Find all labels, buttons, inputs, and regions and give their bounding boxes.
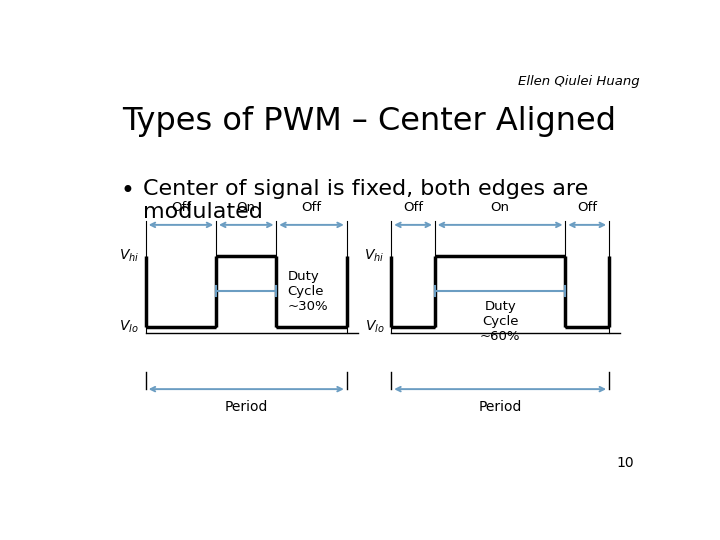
Text: $V_{hi}$: $V_{hi}$ — [364, 248, 384, 264]
Text: Off: Off — [403, 201, 423, 214]
Text: Center of signal is fixed, both edges are
modulated: Center of signal is fixed, both edges ar… — [143, 179, 588, 222]
Text: Ellen Qiulei Huang: Ellen Qiulei Huang — [518, 75, 639, 88]
Text: Duty
Cycle
~60%: Duty Cycle ~60% — [480, 300, 521, 343]
Text: $V_{lo}$: $V_{lo}$ — [120, 319, 139, 335]
Text: Off: Off — [302, 201, 322, 214]
Text: $V_{lo}$: $V_{lo}$ — [365, 319, 384, 335]
Text: Duty
Cycle
~30%: Duty Cycle ~30% — [287, 270, 328, 313]
Text: •: • — [121, 179, 135, 203]
Text: Period: Period — [479, 400, 522, 414]
Text: On: On — [237, 201, 256, 214]
Text: 10: 10 — [616, 456, 634, 470]
Text: Types of PWM – Center Aligned: Types of PWM – Center Aligned — [122, 106, 616, 137]
Text: Off: Off — [171, 201, 191, 214]
Text: On: On — [490, 201, 510, 214]
Text: Period: Period — [225, 400, 268, 414]
Text: Off: Off — [577, 201, 597, 214]
Text: $V_{hi}$: $V_{hi}$ — [119, 248, 139, 264]
